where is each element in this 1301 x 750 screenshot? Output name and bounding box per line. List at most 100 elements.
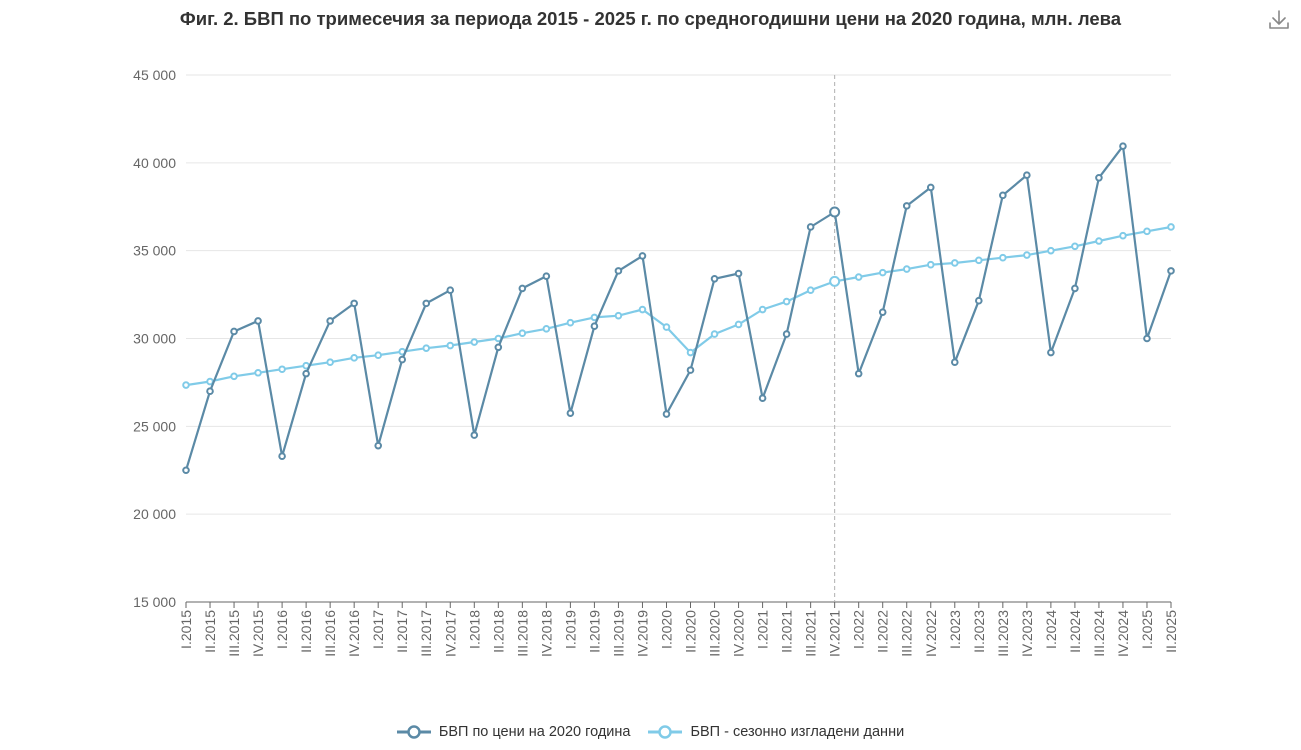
legend-marker-series1 (396, 725, 431, 739)
y-tick-label: 40 000 (133, 155, 176, 171)
data-point-series2 (975, 256, 983, 265)
data-point-series1 (1047, 348, 1055, 357)
data-point-series1 (854, 369, 863, 378)
data-point-series1 (1023, 171, 1031, 179)
x-tick-label: I.2017 (370, 610, 386, 649)
data-point-series1 (710, 274, 719, 283)
data-point-series1 (662, 410, 671, 418)
x-tick-label: III.2020 (707, 610, 723, 657)
data-point-series2 (614, 311, 623, 320)
data-point-series2 (854, 273, 863, 281)
data-point-series2 (1071, 242, 1079, 251)
data-point-series1 (470, 431, 479, 439)
x-tick-label: I.2015 (178, 610, 194, 649)
x-tick-label: III.2015 (226, 610, 242, 657)
data-point-series2 (278, 365, 286, 374)
data-point-series1 (422, 299, 431, 308)
x-tick-label: IV.2022 (923, 610, 939, 657)
data-point-series2 (1143, 227, 1151, 236)
data-point-series2 (686, 348, 695, 357)
x-tick-label: IV.2020 (731, 610, 747, 657)
data-point-series2 (1047, 246, 1055, 255)
data-point-series2 (350, 354, 358, 362)
series-line-2 (185, 225, 1172, 387)
x-tick-label: I.2016 (274, 610, 290, 649)
x-tick-label: I.2018 (466, 610, 482, 649)
data-point-series2 (470, 338, 479, 346)
data-point-series1 (206, 387, 214, 396)
data-point-series2 (926, 260, 935, 269)
data-point-series1 (950, 358, 959, 367)
data-point-series2 (950, 259, 959, 267)
data-point-series2 (254, 368, 262, 377)
data-point-series1 (902, 202, 911, 210)
data-point-series2 (422, 344, 431, 352)
x-tick-label: II.2024 (1067, 610, 1083, 653)
data-point-series2 (734, 320, 743, 329)
data-point-series2 (374, 351, 382, 359)
x-tick-label: IV.2017 (442, 610, 458, 657)
x-tick-label: II.2018 (490, 610, 506, 653)
legend-label-series2: БВП - сезонно изгладени данни (690, 724, 905, 740)
x-tick-label: II.2023 (971, 610, 987, 653)
data-point-series2 (878, 268, 887, 277)
x-tick-label: II.2019 (586, 610, 602, 653)
x-tick-label: I.2023 (947, 610, 963, 649)
data-point-series1 (1167, 267, 1175, 275)
x-tick-label: III.2024 (1091, 610, 1107, 657)
x-tick-label: II.2021 (779, 610, 795, 653)
x-tick-label: III.2021 (803, 610, 819, 657)
data-point-series1 (590, 322, 599, 331)
x-tick-label: III.2016 (322, 610, 338, 657)
legend-marker-series2 (648, 725, 683, 739)
data-point-series1 (542, 272, 551, 280)
data-point-series1 (638, 252, 647, 260)
y-tick-label: 30 000 (133, 331, 176, 347)
data-point-series1 (878, 308, 887, 316)
x-tick-label: II.2022 (875, 610, 891, 653)
y-tick-label: 20 000 (133, 506, 176, 522)
y-tick-label: 25 000 (133, 418, 176, 434)
series-line-1 (184, 145, 1173, 471)
data-point-series1 (1119, 142, 1127, 150)
x-tick-label: IV.2019 (634, 610, 650, 657)
data-point-series1 (350, 299, 358, 308)
data-point-series1 (518, 284, 527, 293)
data-point-series1 (1095, 173, 1103, 182)
legend: БВП по цени на 2020 година БВП - сезонно… (0, 724, 1301, 740)
data-point-series2 (230, 372, 238, 381)
x-tick-label: IV.2016 (346, 610, 362, 657)
data-point-series1 (829, 206, 841, 218)
data-point-series1 (614, 267, 623, 275)
x-tick-label: I.2022 (851, 610, 867, 649)
x-tick-label: IV.2023 (1019, 610, 1035, 657)
data-point-series2 (806, 286, 815, 294)
x-tick-label: II.2017 (394, 610, 410, 653)
data-point-series1 (398, 355, 407, 364)
data-point-series1 (1143, 334, 1151, 343)
x-tick-label: I.2025 (1139, 610, 1155, 649)
legend-item-series1[interactable]: БВП по цени на 2020 година (396, 724, 630, 740)
data-point-series2 (518, 329, 527, 338)
data-point-series1 (686, 366, 695, 374)
data-point-series2 (662, 323, 671, 331)
data-point-series1 (734, 269, 743, 278)
data-point-series2 (1119, 231, 1127, 240)
data-point-series2 (182, 381, 190, 389)
chart-title: Фиг. 2. БВП по тримесечия за периода 201… (179, 8, 1122, 29)
data-point-series2 (1095, 237, 1103, 245)
data-point-series2 (999, 253, 1007, 262)
data-point-series1 (302, 369, 310, 378)
legend-item-series2[interactable]: БВП - сезонно изгладени данни (648, 724, 904, 740)
download-button[interactable] (1267, 8, 1291, 32)
data-point-series1 (782, 330, 791, 338)
data-point-series1 (566, 409, 575, 417)
data-point-series2 (1023, 251, 1031, 259)
x-tick-label: I.2019 (562, 610, 578, 649)
data-point-series1 (326, 317, 334, 325)
download-icon (1269, 10, 1289, 29)
y-tick-label: 15 000 (133, 594, 176, 610)
data-point-series2 (782, 297, 791, 306)
x-tick-label: III.2019 (610, 610, 626, 657)
data-point-series1 (254, 317, 262, 325)
